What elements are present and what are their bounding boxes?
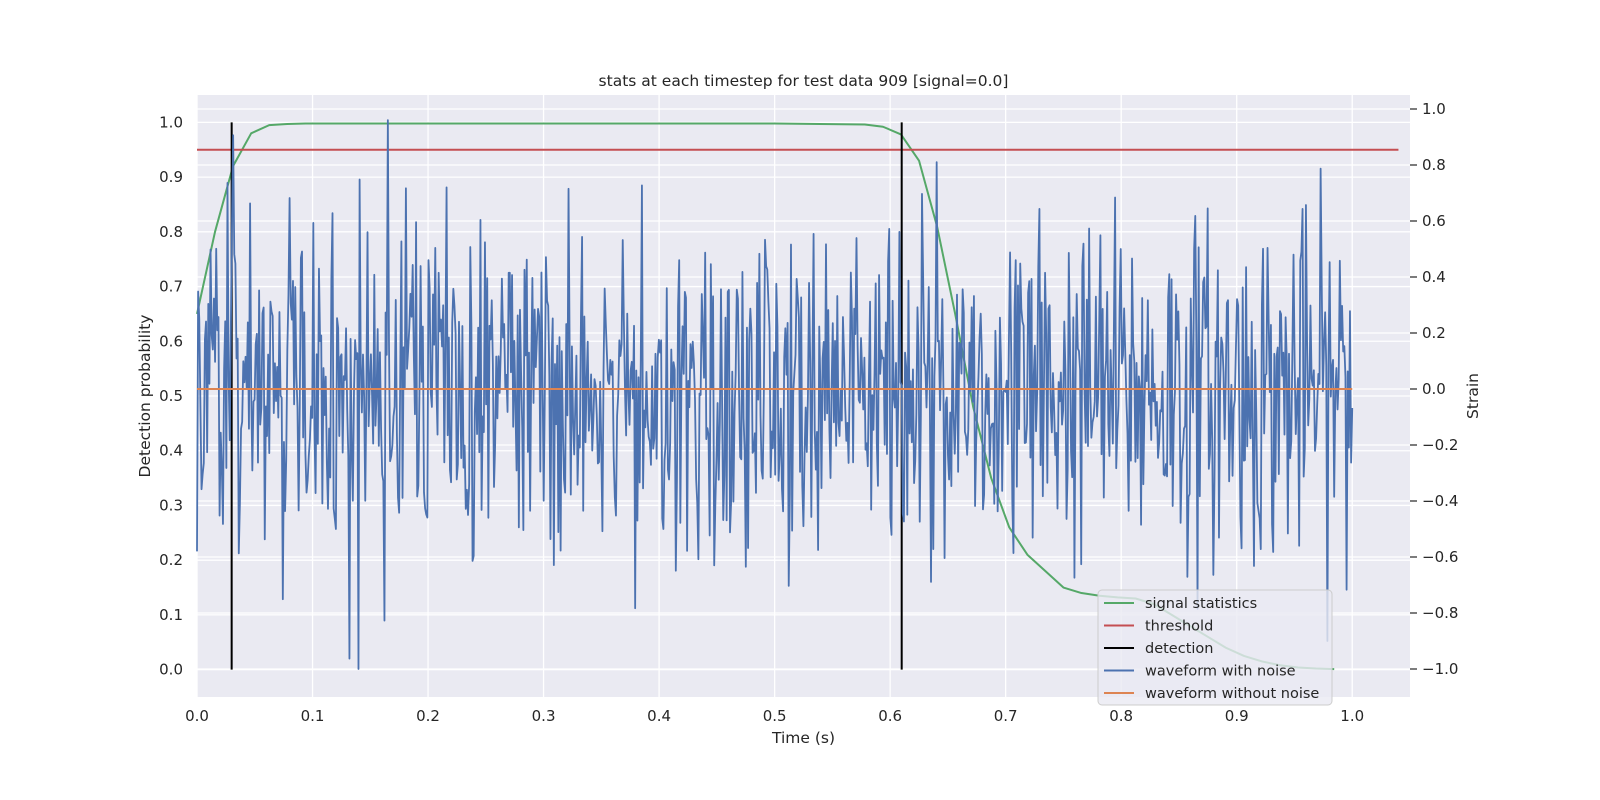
y2-tick-label: 0.0 — [1422, 380, 1446, 398]
x-tick-label: 1.0 — [1340, 707, 1364, 725]
y2-tick-label: −0.4 — [1422, 492, 1458, 510]
y-tick-label: 0.6 — [159, 332, 183, 350]
x-tick-label: 0.4 — [647, 707, 671, 725]
x-tick-label: 0.6 — [878, 707, 902, 725]
legend-entry: waveform with noise — [1145, 664, 1296, 680]
chart-title: stats at each timestep for test data 909… — [599, 72, 1009, 90]
y2-tick-label: 0.4 — [1422, 268, 1446, 286]
y2-tick-label: 0.8 — [1422, 156, 1446, 174]
y2-axis-label: Strain — [1464, 373, 1482, 419]
x-axis-label: Time (s) — [771, 729, 835, 747]
y2-tick-label: 1.0 — [1422, 100, 1446, 118]
legend-entry: signal statistics — [1145, 596, 1257, 612]
legend-entry: detection — [1145, 641, 1213, 657]
y-axis-label: Detection probability — [136, 315, 154, 478]
y-tick-label: 0.2 — [159, 551, 183, 569]
y-tick-label: 0.7 — [159, 278, 183, 296]
y2-tick-label: −0.2 — [1422, 436, 1458, 454]
x-tick-label: 0.5 — [763, 707, 787, 725]
y-tick-label: 0.0 — [159, 661, 183, 679]
y-tick-label: 0.9 — [159, 168, 183, 186]
y2-tick-label: −0.8 — [1422, 604, 1458, 622]
legend-box — [1097, 589, 1333, 706]
y-tick-label: 0.3 — [159, 496, 183, 514]
x-tick-label: 0.0 — [185, 707, 209, 725]
x-tick-label: 0.9 — [1225, 707, 1249, 725]
legend-entry: threshold — [1145, 619, 1213, 635]
tick-labels: 0.0 0.1 0.2 0.3 0.4 0.5 0.6 0.7 0.8 0.9 1.0 0.0 0.1 0… — [159, 100, 1458, 725]
y2-tick-label: 0.6 — [1422, 212, 1446, 230]
y-tick-label: 0.4 — [159, 442, 183, 460]
y-tick-label: 0.8 — [159, 223, 183, 241]
x-tick-label: 0.2 — [416, 707, 440, 725]
y2-tick-label: −1.0 — [1422, 660, 1458, 678]
y-tick-label: 0.5 — [159, 387, 183, 405]
y2-tick-label: −0.6 — [1422, 548, 1458, 566]
legend-entry: waveform without noise — [1145, 686, 1319, 702]
x-tick-label: 0.1 — [301, 707, 325, 725]
y-tick-label: 0.1 — [159, 606, 183, 624]
y-tick-label: 1.0 — [159, 113, 183, 131]
x-tick-label: 0.7 — [994, 707, 1018, 725]
y2-tick-label: 0.2 — [1422, 324, 1446, 342]
x-tick-label: 0.3 — [532, 707, 556, 725]
x-tick-label: 0.8 — [1109, 707, 1133, 725]
legend: signal statistics threshold detection wavef… — [1097, 589, 1333, 706]
waveform-with-noise-line — [196, 119, 1354, 670]
